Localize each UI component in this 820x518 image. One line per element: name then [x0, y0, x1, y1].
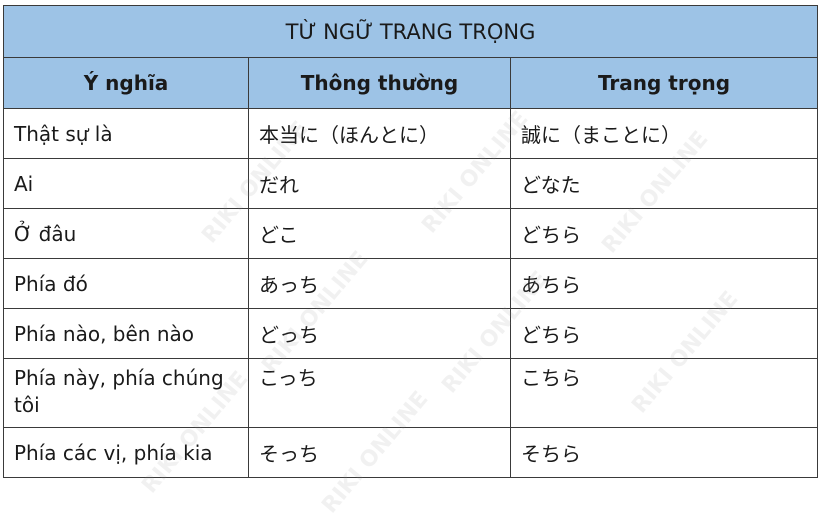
cell-meaning: Phía nào, bên nào	[3, 308, 249, 359]
cell-formal: そちら	[509, 427, 819, 478]
cell-formal: どちら	[509, 208, 819, 259]
cell-normal: どこ	[248, 208, 511, 259]
table-title: TỪ NGỮ TRANG TRỌNG	[2, 5, 819, 58]
cell-formal: 誠に（まことに）	[509, 108, 819, 159]
table-row: Thật sự là 本当に（ほんとに） 誠に（まことに）	[3, 108, 819, 159]
cell-meaning: Phía đó	[3, 258, 249, 309]
cell-normal: どっち	[248, 308, 511, 359]
cell-formal: どなた	[509, 158, 819, 209]
table-row: Phía đó あっち あちら	[3, 258, 819, 309]
cell-normal: 本当に（ほんとに）	[248, 108, 511, 159]
cell-formal: こちら	[509, 358, 819, 428]
cell-normal: だれ	[248, 158, 511, 209]
header-formal: Trang trọng	[509, 57, 819, 109]
cell-meaning: Phía các vị, phía kia	[3, 427, 249, 478]
cell-meaning: Ở đâu	[3, 208, 249, 259]
table-row: Phía các vị, phía kia そっち そちら	[3, 427, 819, 478]
cell-formal: どちら	[509, 308, 819, 359]
header-meaning: Ý nghĩa	[3, 57, 249, 109]
cell-normal: そっち	[248, 427, 511, 478]
header-normal: Thông thường	[248, 57, 511, 109]
cell-meaning: Phía này, phía chúng tôi	[3, 358, 249, 428]
cell-formal: あちら	[509, 258, 819, 309]
cell-normal: あっち	[248, 258, 511, 309]
table-row: Ai だれ どなた	[3, 158, 819, 209]
cell-meaning: Thật sự là	[3, 108, 249, 159]
formal-words-table: TỪ NGỮ TRANG TRỌNG Ý nghĩa Thông thường …	[2, 5, 819, 478]
cell-normal: こっち	[248, 358, 511, 428]
cell-meaning: Ai	[3, 158, 249, 209]
table-row: Phía này, phía chúng tôi こっち こちら	[3, 358, 819, 428]
table-row: Ở đâu どこ どちら	[3, 208, 819, 259]
table-row: Phía nào, bên nào どっち どちら	[3, 308, 819, 359]
